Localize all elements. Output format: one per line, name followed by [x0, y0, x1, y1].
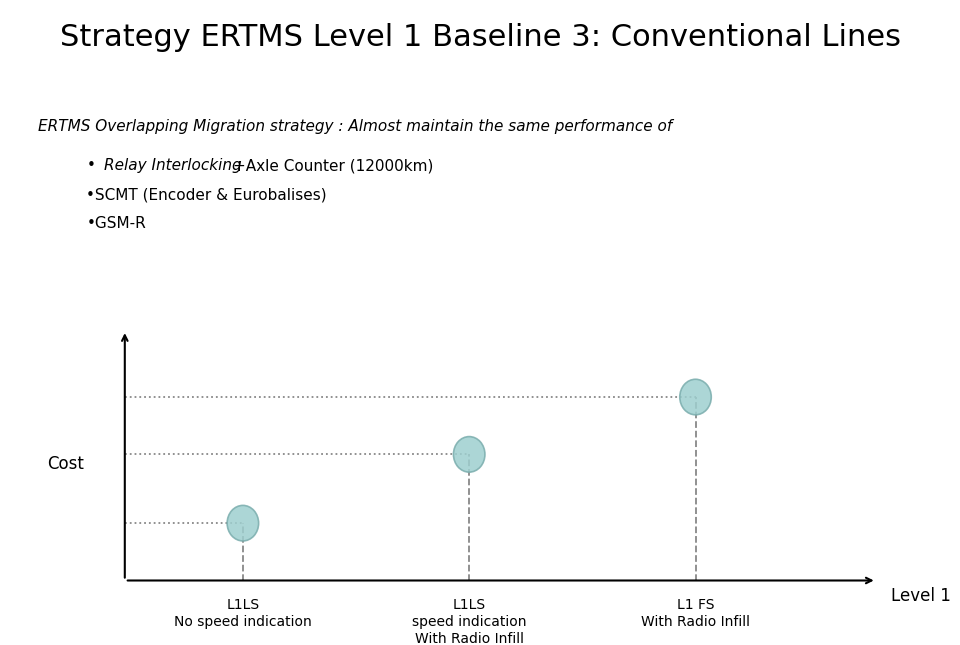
Ellipse shape: [680, 379, 711, 415]
Text: Level 1: Level 1: [891, 588, 951, 606]
Text: No speed indication: No speed indication: [174, 615, 312, 629]
Text: Strategy ERTMS Level 1 Baseline 3: Conventional Lines: Strategy ERTMS Level 1 Baseline 3: Conve…: [60, 23, 900, 52]
Ellipse shape: [453, 437, 485, 472]
Text: L1LS: L1LS: [452, 598, 486, 611]
Text: +Axle Counter (12000km): +Axle Counter (12000km): [233, 158, 434, 173]
Text: With Radio Infill: With Radio Infill: [641, 615, 750, 629]
Text: •GSM-R: •GSM-R: [86, 216, 146, 231]
Text: L1LS: L1LS: [227, 598, 259, 611]
Text: Cost: Cost: [47, 455, 84, 473]
Text: ERTMS Overlapping Migration strategy : Almost maintain the same performance of: ERTMS Overlapping Migration strategy : A…: [38, 119, 673, 134]
Text: •SCMT (Encoder & Eurobalises): •SCMT (Encoder & Eurobalises): [86, 187, 327, 202]
Text: Relay Interlocking: Relay Interlocking: [104, 158, 246, 173]
Text: speed indication: speed indication: [412, 615, 526, 629]
Text: •: •: [86, 158, 95, 173]
Text: With Radio Infill: With Radio Infill: [415, 632, 524, 645]
Text: L1 FS: L1 FS: [677, 598, 714, 611]
Ellipse shape: [228, 506, 258, 541]
